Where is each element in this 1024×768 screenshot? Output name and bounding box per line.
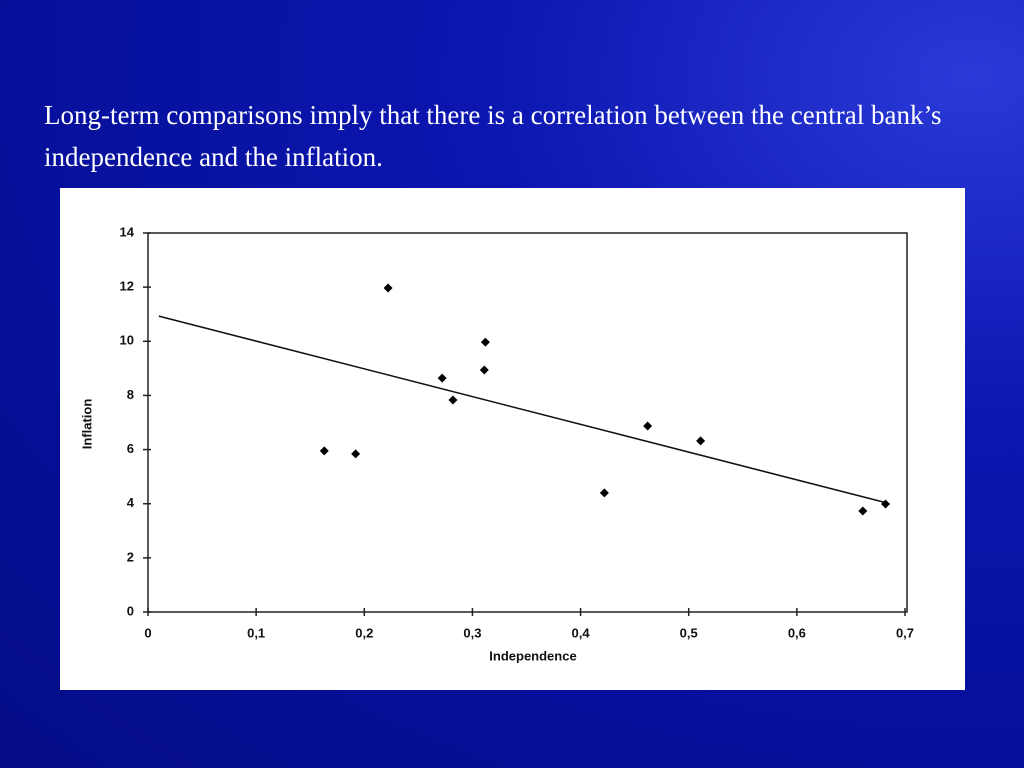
y-tick-label: 0 xyxy=(127,603,134,618)
y-tick-label: 2 xyxy=(127,549,134,564)
x-tick-label: 0,2 xyxy=(355,625,373,640)
data-point xyxy=(881,499,891,509)
data-point xyxy=(437,373,447,383)
chart: Independence Inflation 0 2 4 6 8 10 12 14 0 0,1 0,… xyxy=(79,224,914,663)
x-tick-label: 0,6 xyxy=(788,625,806,640)
x-axis-title: Independence xyxy=(489,648,576,663)
y-tick-label: 14 xyxy=(120,224,135,239)
data-point xyxy=(448,395,458,405)
data-point xyxy=(643,421,653,431)
data-point xyxy=(319,446,329,456)
y-tick-label: 8 xyxy=(127,387,134,402)
x-tick-label: 0,5 xyxy=(680,625,698,640)
y-tick-label: 4 xyxy=(127,495,135,510)
y-tick-label: 6 xyxy=(127,441,134,456)
x-tick-label: 0,7 xyxy=(896,625,914,640)
y-tick-label: 12 xyxy=(120,279,134,294)
slide-text: Long-term comparisons imply that there i… xyxy=(44,100,942,172)
chart-panel: Independence Inflation 0 2 4 6 8 10 12 14 0 0,1 0,… xyxy=(60,188,965,690)
data-point xyxy=(696,436,706,446)
data-point xyxy=(480,337,490,347)
data-point xyxy=(599,488,609,498)
x-tick-label: 0,3 xyxy=(463,625,481,640)
data-point xyxy=(858,506,868,516)
y-axis-title: Inflation xyxy=(79,399,94,450)
data-point xyxy=(351,449,361,459)
data-point xyxy=(479,365,489,375)
plot-frame xyxy=(147,232,908,613)
x-tick-label: 0 xyxy=(144,625,151,640)
data-point xyxy=(383,283,393,293)
y-tick-label: 10 xyxy=(120,333,134,348)
x-tick-label: 0,4 xyxy=(572,625,591,640)
trendline xyxy=(158,315,887,504)
x-tick-label: 0,1 xyxy=(247,625,265,640)
